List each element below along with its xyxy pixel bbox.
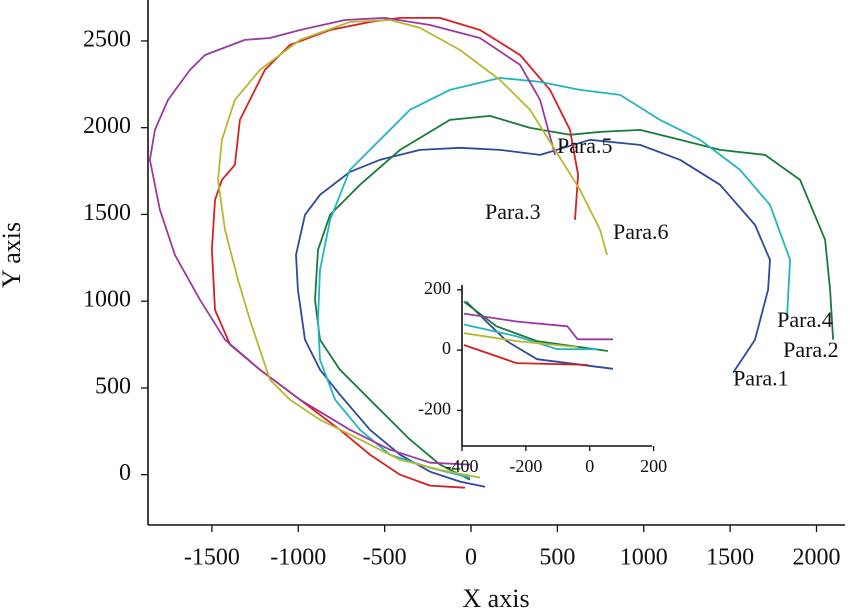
y-tick-label: 1500 (83, 200, 131, 226)
series-line (463, 344, 588, 366)
series-label: Para.5 (557, 133, 613, 158)
series-label: Para.4 (777, 307, 833, 332)
x-tick-label: 0 (465, 545, 477, 571)
y-tick-label: 200 (424, 278, 451, 298)
x-tick-label: -500 (363, 545, 407, 571)
x-tick-label: 500 (539, 545, 575, 571)
y-tick-label: 0 (119, 460, 131, 486)
series-line (465, 300, 614, 370)
y-tick-label: 500 (95, 373, 131, 399)
series-label: Para.6 (613, 219, 669, 244)
y-tick-label: 1000 (83, 287, 131, 313)
x-tick-label: -1500 (184, 545, 240, 571)
series-label: Para.1 (733, 366, 789, 391)
y-tick-label: -200 (418, 399, 451, 419)
x-axis-title: X axis (462, 584, 529, 613)
x-tick-label: -400 (446, 456, 479, 476)
series-label: Para.3 (485, 199, 541, 224)
y-tick-label: 2000 (83, 113, 131, 139)
series-line (463, 312, 613, 341)
x-tick-label: 1000 (620, 545, 668, 571)
x-tick-label: -200 (509, 456, 542, 476)
y-tick-label: 0 (442, 338, 451, 358)
series-line (149, 17, 556, 466)
x-tick-label: 200 (640, 456, 667, 476)
x-tick-label: 1500 (706, 545, 754, 571)
x-tick-label: 0 (585, 456, 594, 476)
x-tick-label: -1000 (270, 545, 326, 571)
series-line (295, 138, 771, 488)
y-tick-label: 2500 (83, 26, 131, 52)
series-line (217, 19, 608, 479)
series-line (314, 115, 834, 481)
x-tick-label: 2000 (792, 545, 840, 571)
series-line (211, 17, 579, 489)
series-line (317, 77, 791, 479)
series-label: Para.2 (783, 337, 839, 362)
y-axis-title: Y axis (0, 222, 26, 288)
series-line (463, 332, 578, 348)
